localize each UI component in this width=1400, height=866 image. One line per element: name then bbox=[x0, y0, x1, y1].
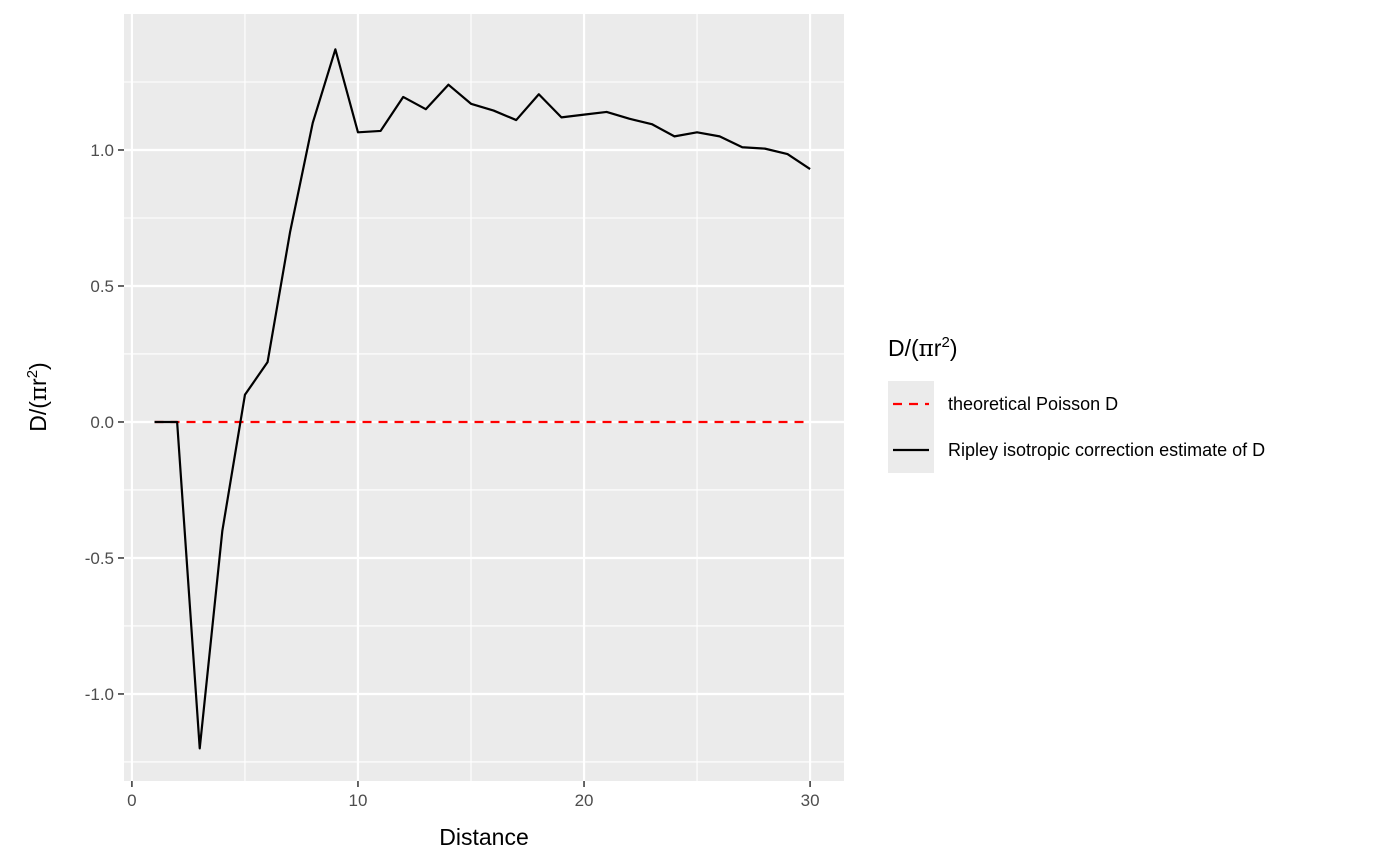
plot-panel bbox=[124, 14, 844, 781]
legend-label: theoretical Poisson D bbox=[948, 394, 1118, 414]
minor-gridlines bbox=[124, 14, 844, 781]
x-tick-label: 10 bbox=[349, 791, 368, 810]
legend: D/(πr2) theoretical Poisson D Ripley isot… bbox=[888, 334, 1265, 473]
x-tick-label: 20 bbox=[575, 791, 594, 810]
x-axis-title: Distance bbox=[439, 824, 528, 850]
series-line-ripley-isotropic-estimate bbox=[154, 48, 811, 750]
major-gridlines bbox=[124, 14, 844, 781]
legend-title: D/(πr2) bbox=[888, 334, 957, 362]
y-tick-label: 0.0 bbox=[90, 413, 114, 432]
y-tick-label: -1.0 bbox=[85, 685, 114, 704]
series-layer bbox=[154, 48, 811, 750]
y-axis: -1.0 -0.5 0.0 0.5 1.0 bbox=[85, 141, 124, 704]
y-axis-title: D/(πr2) bbox=[24, 362, 52, 431]
x-axis: 0 10 20 30 bbox=[127, 781, 820, 810]
legend-items: theoretical Poisson D Ripley isotropic co… bbox=[888, 381, 1265, 473]
legend-label: Ripley isotropic correction estimate of … bbox=[948, 440, 1265, 460]
y-tick-label: 0.5 bbox=[90, 277, 114, 296]
x-tick-label: 0 bbox=[127, 791, 136, 810]
x-tick-label: 30 bbox=[801, 791, 820, 810]
y-tick-label: -0.5 bbox=[85, 549, 114, 568]
y-tick-label: 1.0 bbox=[90, 141, 114, 160]
